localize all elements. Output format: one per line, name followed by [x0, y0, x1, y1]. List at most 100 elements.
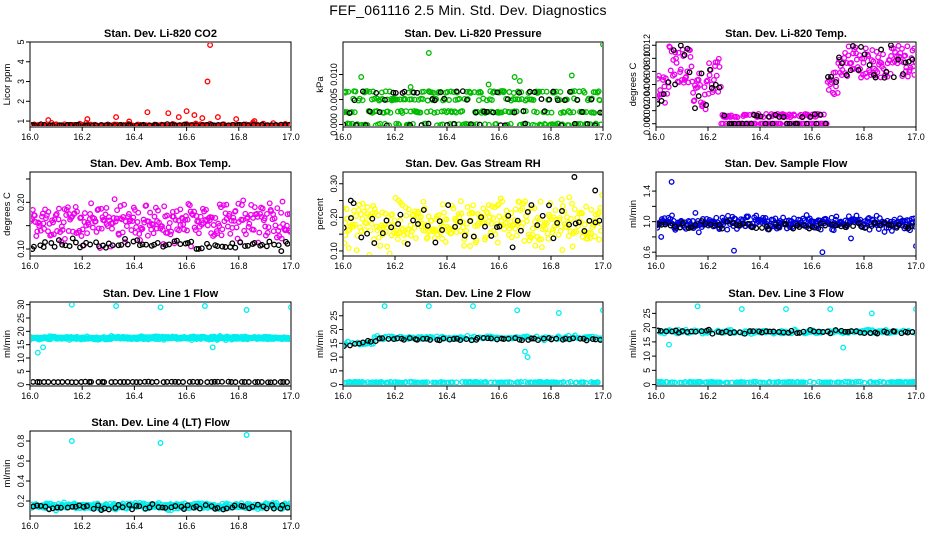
data-point-subset — [566, 221, 573, 228]
data-point-subset — [832, 222, 839, 229]
chart-co2: Stan. Dev. Li-820 CO2 16.0 16.2 16.4 16.6 16.… — [2, 28, 300, 142]
data-point-subset — [685, 225, 692, 232]
data-point-all — [485, 121, 492, 126]
data-point-subset — [457, 337, 464, 344]
data-point-all — [512, 96, 519, 103]
data-point-subset — [177, 241, 184, 248]
data-point-subset — [741, 330, 748, 337]
data-point-subset — [887, 43, 894, 49]
data-point-all — [849, 379, 856, 385]
data-point-all — [494, 239, 501, 246]
data-point-outlier — [113, 114, 120, 121]
data-point-all — [550, 226, 556, 233]
data-point-all — [508, 379, 515, 385]
data-point-subset — [92, 122, 99, 126]
y-tick-label: 10 — [329, 352, 339, 362]
data-point-all — [832, 216, 839, 223]
data-point-all — [408, 96, 415, 103]
data-point-all — [212, 215, 219, 221]
data-point-subset — [358, 234, 365, 241]
data-point-all — [588, 230, 594, 237]
data-point-subset — [570, 335, 577, 342]
data-point-subset — [524, 208, 531, 215]
x-tick-label: 16.2 — [73, 261, 91, 271]
x-tick-label: 16.2 — [73, 521, 91, 531]
data-point-outlier — [347, 197, 354, 204]
data-point-subset — [759, 224, 765, 231]
data-point-subset — [31, 503, 37, 510]
data-point-all — [532, 242, 539, 249]
y-tick-label: 0.8 — [16, 435, 26, 448]
chart-licor_temp: Stan. Dev. Li-820 Temp. 16.0 16.2 16.4 16.6 1… — [628, 28, 925, 142]
data-point-all — [537, 198, 544, 205]
data-point-all — [715, 55, 722, 62]
data-point-subset — [254, 501, 261, 508]
data-point-subset — [101, 379, 108, 385]
data-point-all — [84, 230, 91, 237]
data-point-subset — [84, 503, 90, 509]
data-point-subset — [579, 109, 586, 115]
data-point-all — [594, 379, 601, 385]
data-point-subset — [457, 218, 464, 225]
y-tick-label: 5 — [329, 368, 339, 373]
data-point-subset — [843, 72, 850, 78]
x-tick-label: 16.0 — [334, 261, 352, 271]
data-point-all — [172, 216, 179, 223]
data-point-subset — [769, 120, 776, 126]
data-point-all — [230, 214, 237, 221]
data-point-all — [131, 206, 138, 213]
data-point-all — [743, 111, 750, 118]
y-tick-label: 25 — [642, 308, 652, 318]
data-point-subset — [126, 501, 133, 508]
data-point-all — [31, 212, 38, 219]
data-point-all — [377, 242, 384, 249]
data-point-subset — [153, 122, 160, 126]
data-point-subset — [136, 503, 143, 510]
data-point-subset — [376, 109, 383, 116]
data-point-subset — [877, 222, 883, 229]
data-point-all — [533, 109, 540, 116]
data-point-subset — [277, 379, 284, 385]
data-point-all — [688, 63, 695, 70]
x-tick-label: 16.8 — [230, 391, 248, 401]
data-point-subset — [103, 122, 110, 126]
data-point-subset — [272, 122, 279, 126]
data-point-all — [61, 235, 68, 242]
data-point-subset — [90, 505, 97, 512]
data-point-all — [839, 66, 846, 73]
x-tick-label: 16.8 — [855, 391, 873, 401]
data-point-all — [846, 379, 853, 385]
y-tick-label: 5 — [642, 368, 652, 373]
data-point-all — [114, 207, 121, 214]
data-point-all — [582, 379, 589, 385]
data-point-outlier — [425, 303, 432, 310]
x-tick-label: 17.0 — [907, 391, 925, 401]
data-point-all — [596, 236, 602, 243]
data-point-subset — [87, 241, 94, 248]
data-point-subset — [575, 219, 582, 226]
data-point-all — [393, 230, 400, 237]
data-point-subset — [56, 122, 63, 126]
data-point-subset — [828, 73, 835, 80]
data-point-subset — [37, 121, 44, 126]
data-point-subset — [45, 379, 52, 385]
data-point-all — [567, 109, 573, 116]
data-point-subset — [42, 503, 49, 510]
data-point-subset — [474, 334, 481, 341]
data-point-all — [434, 109, 441, 116]
data-point-all — [496, 213, 503, 220]
data-point-subset — [709, 330, 716, 337]
data-point-subset — [888, 222, 895, 229]
data-point-all — [287, 335, 290, 342]
data-point-subset — [584, 121, 591, 126]
data-point-subset — [234, 121, 241, 126]
data-point-subset — [561, 97, 568, 104]
data-point-all — [409, 120, 416, 126]
data-point-subset — [716, 84, 723, 91]
data-point-subset — [519, 337, 525, 344]
chart-line3: Stan. Dev. Line 3 Flow 16.0 16.2 16.4 16.6 16… — [628, 288, 925, 401]
data-point-all — [203, 206, 209, 213]
y-tick-label: 1.4 — [642, 185, 652, 198]
data-point-all — [751, 379, 758, 385]
data-point-subset — [59, 241, 66, 248]
